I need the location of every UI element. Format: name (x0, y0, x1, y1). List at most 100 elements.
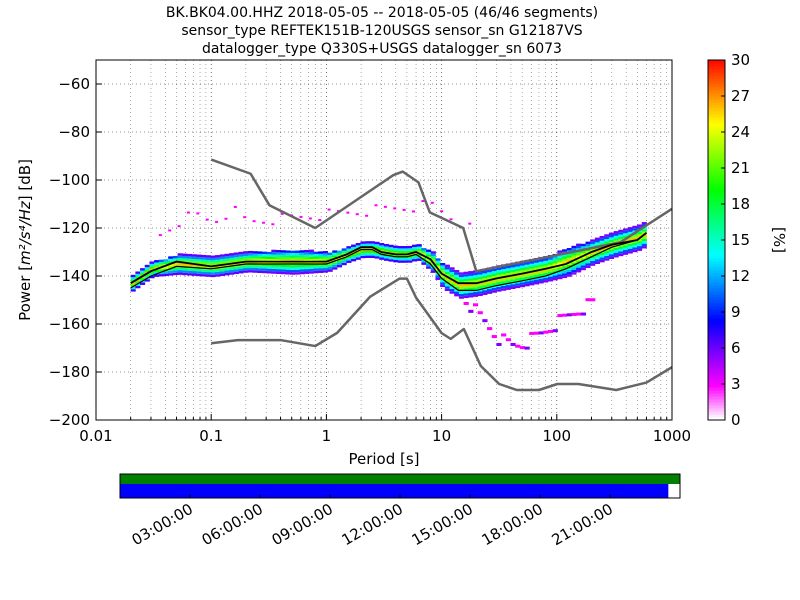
density-cell (543, 270, 549, 273)
density-cell (369, 243, 375, 246)
density-cell (402, 258, 408, 261)
density-cell (182, 267, 188, 271)
density-cell (304, 257, 310, 260)
density-cell (529, 273, 535, 276)
colorbar-cell (708, 147, 725, 151)
density-cell (458, 274, 464, 278)
density-cell (271, 264, 277, 267)
density-cell (496, 272, 502, 275)
timeline-tick-label: 15:00:00 (409, 500, 476, 549)
density-cell-sparse (196, 212, 200, 215)
density-cell (383, 244, 389, 247)
density-cell (562, 261, 568, 264)
density-cell (233, 254, 239, 258)
colorbar-cell (708, 93, 725, 97)
density-cell (637, 234, 643, 237)
density-cell (412, 256, 418, 260)
density-cell-sparse (412, 210, 416, 213)
density-cell (608, 251, 615, 255)
density-cell (547, 269, 554, 272)
density-cell (501, 278, 507, 282)
colorbar-cell (708, 402, 725, 406)
density-cell (454, 274, 460, 278)
colorbar-cell (708, 381, 725, 385)
density-cell (538, 261, 544, 265)
colorbar-cell (708, 135, 725, 139)
density-cell (449, 276, 455, 280)
density-cell (318, 256, 324, 259)
density-cell (313, 254, 319, 257)
colorbar-cell (708, 405, 725, 409)
density-cell (454, 284, 460, 287)
density-cell (458, 279, 464, 282)
density-cell (524, 267, 530, 270)
plot-area (95, 59, 673, 421)
colorbar-cell (708, 195, 725, 199)
colorbar-cell (708, 237, 725, 241)
density-cell (618, 251, 624, 254)
density-cell (585, 251, 591, 254)
colorbar-cell (708, 294, 725, 298)
density-cell (543, 260, 549, 264)
density-cell (407, 257, 413, 261)
density-cell (632, 237, 638, 241)
density-cell (477, 293, 483, 297)
density-cell (402, 246, 408, 249)
density-cell-sparse (590, 298, 596, 302)
density-cell (304, 261, 310, 265)
density-cell (402, 248, 408, 251)
density-cell (515, 283, 521, 286)
density-cell (468, 285, 474, 288)
plot-frame (95, 59, 673, 421)
density-cell-sparse (449, 218, 453, 221)
density-cell (360, 243, 366, 247)
density-cell (608, 254, 615, 257)
density-cell (524, 274, 530, 277)
density-cell (304, 252, 310, 255)
density-cell (608, 239, 615, 243)
density-cell (472, 277, 479, 281)
density-cell (585, 241, 591, 245)
density-cell (627, 236, 633, 240)
density-cell-sparse (472, 303, 479, 307)
density-cell (496, 286, 502, 290)
density-cell-sparse (496, 343, 502, 347)
density-cell (205, 272, 211, 275)
density-cell (571, 265, 577, 268)
density-cell (158, 264, 164, 267)
density-cell (351, 254, 357, 257)
density-cell (519, 275, 525, 278)
density-cell (515, 285, 521, 289)
density-cell (515, 266, 521, 269)
density-cell (458, 272, 464, 275)
density-cell-sparse (463, 301, 469, 305)
density-cell (576, 262, 582, 266)
density-cell (440, 267, 446, 271)
colorbar-cell (708, 108, 725, 112)
density-cell (261, 251, 268, 255)
density-cell (154, 269, 160, 273)
timeline-bar: 03:00:00 06:00:00 09:00:00 12:00:00 15:00:00… (119, 473, 681, 549)
density-cell (285, 264, 291, 268)
colorbar-cell (708, 189, 725, 193)
density-cell (247, 265, 253, 268)
density-cell (144, 279, 150, 282)
y-tick-label: −120 (49, 219, 90, 237)
density-cell (430, 256, 436, 259)
density-cell (557, 274, 563, 277)
density-cell (557, 260, 563, 263)
density-cell (440, 270, 446, 273)
density-cell (407, 255, 413, 258)
density-cell (172, 263, 178, 266)
density-cell (510, 279, 516, 282)
density-cell (412, 247, 418, 250)
colorbar-cell (708, 333, 725, 337)
density-cell (576, 243, 582, 247)
colorbar-tick-label: 12 (731, 267, 750, 285)
density-cell (130, 289, 136, 292)
density-cell (463, 288, 469, 291)
density-cell (219, 273, 225, 277)
density-cell (346, 258, 352, 261)
density-cell (140, 282, 146, 285)
density-cell (454, 286, 460, 290)
